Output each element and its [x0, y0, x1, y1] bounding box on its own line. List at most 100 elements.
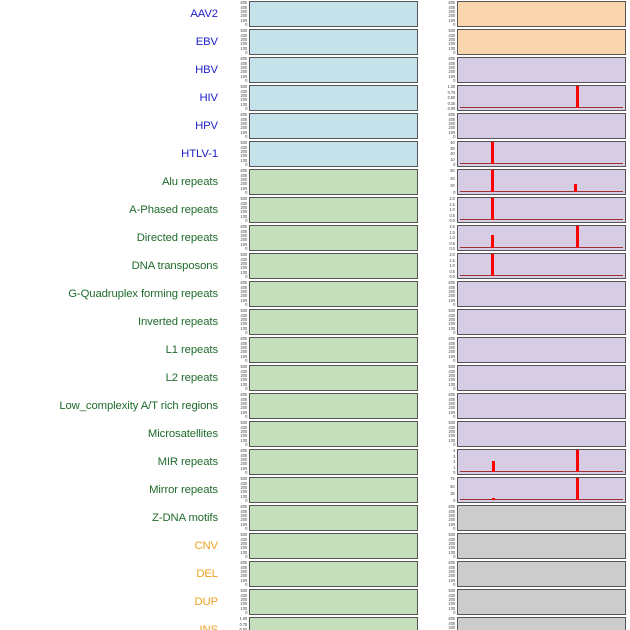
- plot-area[interactable]: [249, 253, 418, 279]
- plot-area[interactable]: [249, 533, 418, 559]
- track-panel[interactable]: 60 40 20 0: [434, 168, 626, 196]
- plot-area[interactable]: [249, 141, 418, 167]
- plot-area[interactable]: [249, 113, 418, 139]
- y-tick-label: 0.75: [239, 621, 247, 627]
- plot-area[interactable]: [457, 337, 626, 363]
- plot-area[interactable]: [249, 421, 418, 447]
- y-tick-label: 500: [240, 364, 247, 370]
- plot-area[interactable]: [457, 393, 626, 419]
- track-panel[interactable]: 2.0 1.5 1.0 0.5 0.0: [434, 252, 626, 280]
- plot-area[interactable]: [457, 225, 626, 251]
- y-tick-label: 0: [452, 50, 455, 56]
- plot-area[interactable]: [249, 309, 418, 335]
- plot-area[interactable]: [457, 197, 626, 223]
- plot-area[interactable]: [457, 309, 626, 335]
- plot-area[interactable]: [249, 1, 418, 27]
- plot-area[interactable]: [249, 561, 418, 587]
- plot-area[interactable]: [457, 169, 626, 195]
- plot-area[interactable]: [249, 617, 418, 630]
- plot-area[interactable]: [457, 141, 626, 167]
- plot-area[interactable]: [457, 477, 626, 503]
- plot-area[interactable]: [249, 337, 418, 363]
- track-panel[interactable]: 2.0 1.5 1.0 0.5 0.0: [434, 224, 626, 252]
- plot-area[interactable]: [249, 477, 418, 503]
- plot-area[interactable]: [249, 57, 418, 83]
- plot-area[interactable]: [249, 197, 418, 223]
- y-tick-label: 500: [240, 168, 247, 174]
- plot-area[interactable]: [457, 85, 626, 111]
- plot-area[interactable]: [457, 57, 626, 83]
- plot-area[interactable]: [457, 561, 626, 587]
- plot-area[interactable]: [249, 589, 418, 615]
- plot-area[interactable]: [249, 281, 418, 307]
- plot-area[interactable]: [457, 1, 626, 27]
- plot-area[interactable]: [249, 225, 418, 251]
- plot-area[interactable]: [249, 169, 418, 195]
- track-panel[interactable]: 75 50 25 0: [434, 476, 626, 504]
- plot-area[interactable]: [457, 365, 626, 391]
- plot-area[interactable]: [457, 281, 626, 307]
- plot-area[interactable]: [457, 253, 626, 279]
- plot-area[interactable]: [457, 449, 626, 475]
- plot-area[interactable]: [249, 29, 418, 55]
- track-panel[interactable]: 2.0 1.5 1.0 0.5 0.0: [434, 196, 626, 224]
- plot-area[interactable]: [457, 29, 626, 55]
- plot-area[interactable]: [457, 421, 626, 447]
- plot-area[interactable]: [249, 449, 418, 475]
- plot-area[interactable]: [457, 505, 626, 531]
- plot-area[interactable]: [249, 85, 418, 111]
- plot-area[interactable]: [249, 505, 418, 531]
- track-panel[interactable]: 1.000.750.500.250.00: [226, 616, 418, 630]
- y-tick-label: 200: [448, 405, 455, 411]
- plot-area[interactable]: [457, 533, 626, 559]
- plot-area[interactable]: [457, 113, 626, 139]
- track-panel[interactable]: 40 30 20 10 0: [434, 140, 626, 168]
- plot-area[interactable]: [457, 589, 626, 615]
- y-tick-label: 1.00: [239, 616, 247, 622]
- plot-area[interactable]: [457, 617, 626, 630]
- plot-area[interactable]: [249, 393, 418, 419]
- plot-area[interactable]: [249, 365, 418, 391]
